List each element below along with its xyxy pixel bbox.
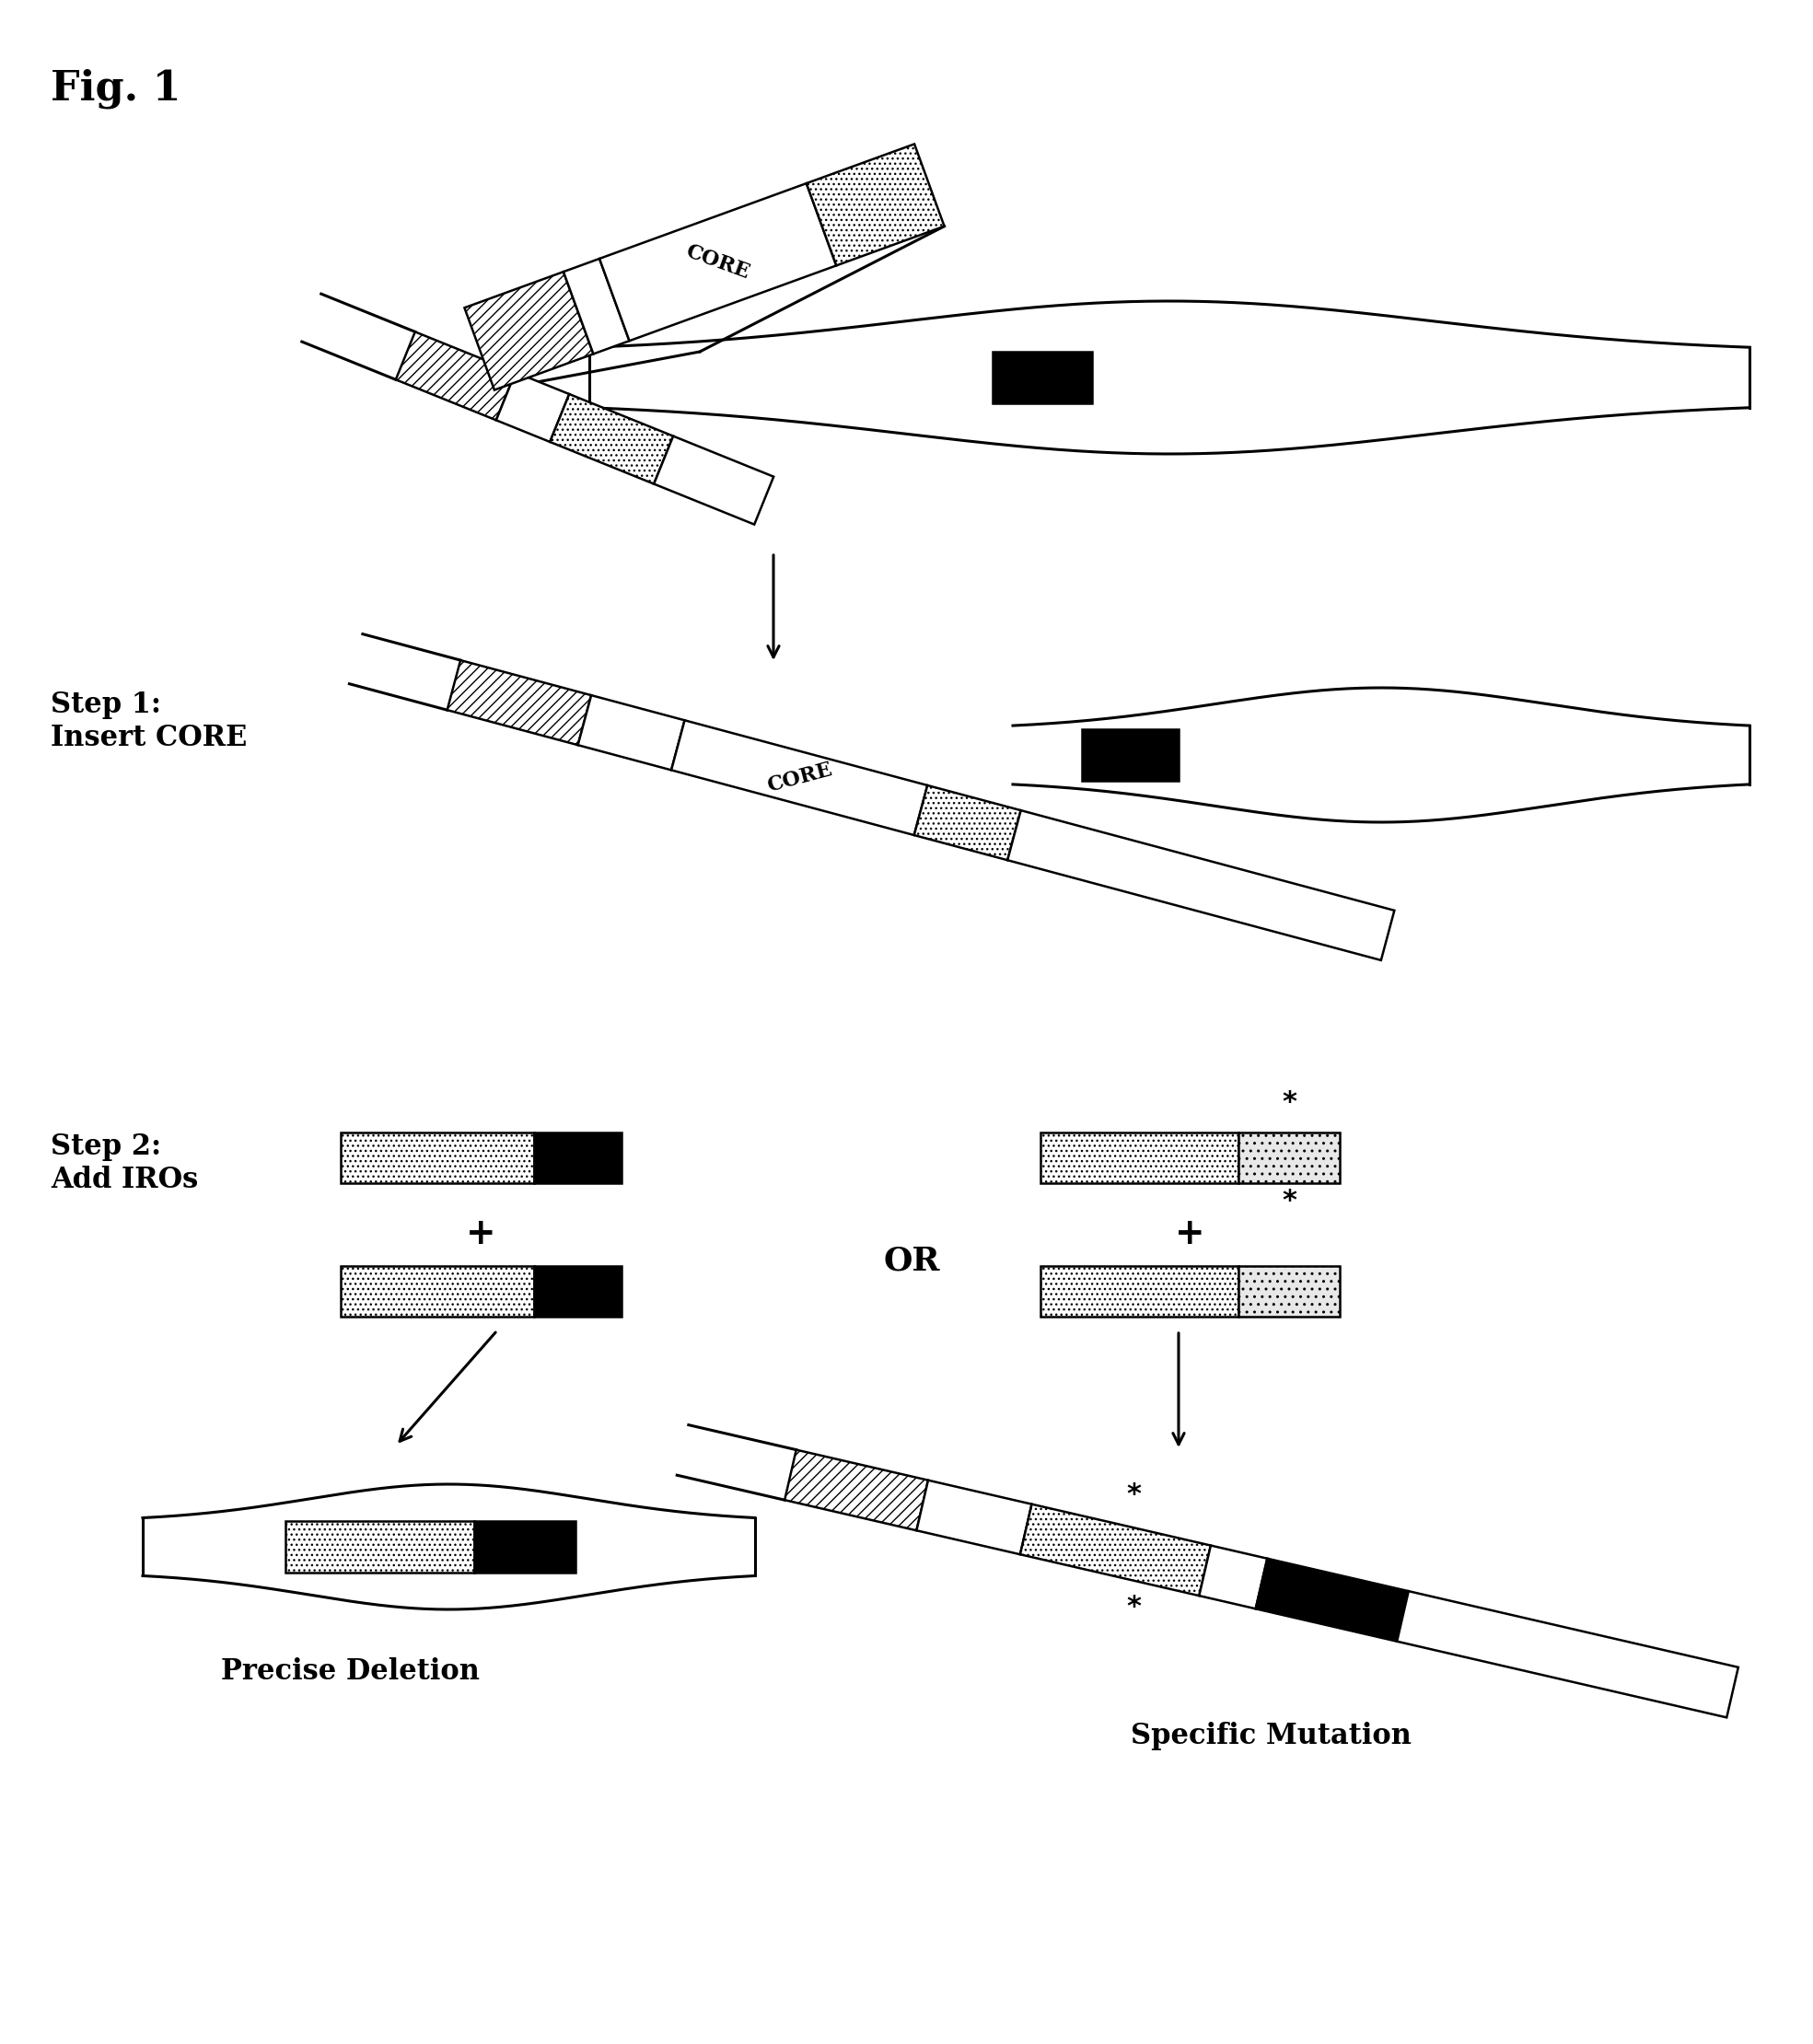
Bar [535, 1265, 622, 1316]
Bar [341, 1132, 535, 1183]
Bar [1238, 1132, 1340, 1183]
Polygon shape [1021, 1504, 1211, 1596]
Polygon shape [600, 184, 836, 341]
Polygon shape [564, 260, 629, 354]
Polygon shape [671, 719, 928, 836]
Polygon shape [464, 272, 593, 390]
Polygon shape [785, 1449, 928, 1531]
Polygon shape [807, 143, 945, 266]
Text: Precise Deletion: Precise Deletion [221, 1658, 479, 1686]
Bar [1041, 1132, 1238, 1183]
Text: CORE: CORE [684, 241, 752, 282]
Polygon shape [914, 785, 1021, 861]
Polygon shape [1256, 1558, 1409, 1641]
Bar [535, 1132, 622, 1183]
Bar [1238, 1265, 1340, 1316]
Polygon shape [917, 1480, 1032, 1553]
Text: *: * [1126, 1594, 1140, 1621]
Bar [285, 1521, 475, 1572]
Text: CORE: CORE [765, 758, 834, 795]
Polygon shape [549, 394, 673, 484]
Polygon shape [1398, 1590, 1739, 1717]
Bar [992, 352, 1091, 403]
Text: Step 2:
Add IROs: Step 2: Add IROs [51, 1132, 198, 1194]
Text: Fig. 1: Fig. 1 [51, 69, 181, 108]
Polygon shape [578, 695, 685, 771]
Text: Step 1:
Insert CORE: Step 1: Insert CORE [51, 691, 247, 752]
Text: *: * [1126, 1482, 1140, 1508]
Polygon shape [448, 660, 591, 746]
Polygon shape [1198, 1545, 1267, 1609]
Polygon shape [395, 331, 515, 421]
Bar [341, 1265, 535, 1316]
Bar [1082, 730, 1178, 781]
Bar [475, 1521, 575, 1572]
Text: +: + [466, 1216, 497, 1251]
Polygon shape [1008, 809, 1394, 961]
Text: OR: OR [883, 1245, 939, 1278]
Text: *: * [1282, 1089, 1296, 1116]
Text: Specific Mutation: Specific Mutation [1129, 1721, 1411, 1750]
Polygon shape [497, 372, 569, 442]
Text: *: * [1282, 1188, 1296, 1214]
Bar [1041, 1265, 1238, 1316]
Polygon shape [654, 435, 774, 525]
Text: +: + [1175, 1216, 1206, 1251]
